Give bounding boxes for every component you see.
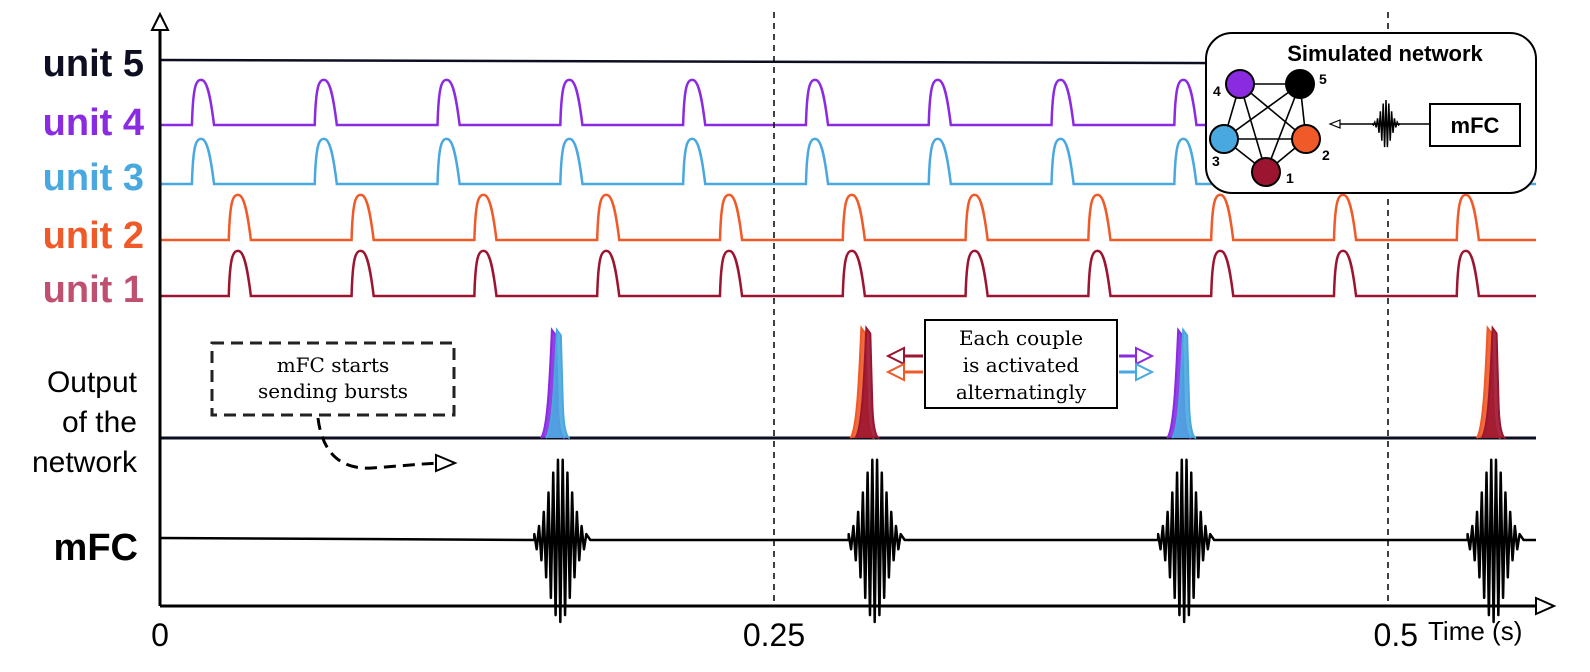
x-tick-label-0: 0 (151, 617, 169, 653)
row-label-mfc: mFC (54, 527, 138, 569)
start-note-line-1: mFC starts (277, 353, 390, 377)
couple-note: Each couple is activated alternatingly (885, 319, 1155, 409)
inset-node-5-label: 5 (1319, 71, 1327, 87)
inset-mfc-label: mFC (1451, 113, 1500, 138)
x-axis-arrow (1535, 596, 1557, 616)
row-label-unit-4: unit 4 (43, 102, 144, 144)
inset-arrow-head (1328, 119, 1341, 129)
x-axis-label: Time (s) (1428, 616, 1522, 646)
inset-node-1 (1251, 157, 1281, 187)
inset-node-2-label: 2 (1322, 147, 1330, 163)
output-burst-1-2 (545, 327, 571, 439)
inset-title: Simulated network (1287, 41, 1483, 66)
inset-node-3-label: 3 (1212, 153, 1220, 169)
y-axis-arrow (150, 11, 170, 31)
couple-arrows-right (1119, 346, 1155, 382)
axes: 0 0.25 0.5 Time (s) (150, 11, 1557, 653)
row-label-output-line-2: of the (62, 406, 137, 439)
output-burst-2-2 (854, 325, 880, 439)
start-note-arrowhead (435, 453, 458, 473)
trace-unit-2 (160, 193, 1536, 242)
inset-node-3 (1209, 124, 1239, 154)
row-label-output-line-3: network (32, 446, 138, 479)
row-labels: unit 5 unit 4 unit 3 unit 2 unit 1 Outpu… (32, 43, 144, 569)
inset-node-5 (1285, 69, 1315, 99)
couple-note-box (924, 319, 1118, 409)
start-note-box (210, 341, 456, 417)
output-burst-3-2 (1171, 327, 1197, 439)
inset-node-4 (1225, 69, 1255, 99)
inset-node-1-label: 1 (1286, 170, 1294, 186)
mfc-trace (159, 458, 1536, 624)
start-note-arrow (316, 417, 441, 470)
inset-node-4-label: 4 (1213, 83, 1221, 99)
start-note-line-2: sending bursts (258, 379, 408, 403)
inset-simulated-network: Simulated network 4 5 3 2 1 mFC (1205, 32, 1537, 194)
row-label-unit-2: unit 2 (43, 215, 144, 257)
trace-unit-1 (160, 249, 1536, 298)
start-note: mFC starts sending bursts (210, 341, 458, 473)
output-burst-4-2 (1480, 325, 1506, 439)
x-tick-label-0.5: 0.5 (1374, 617, 1418, 653)
trace-mfc (159, 458, 1536, 624)
row-label-unit-1: unit 1 (43, 269, 144, 311)
inset-node-2 (1291, 124, 1321, 154)
couple-note-line-1: Each couple (959, 326, 1083, 350)
row-label-unit-3: unit 3 (43, 157, 144, 199)
x-ticks: 0 0.25 0.5 (151, 617, 1418, 653)
x-tick-label-0.25: 0.25 (743, 617, 805, 653)
couple-note-line-3: alternatingly (956, 380, 1087, 404)
row-label-unit-5: unit 5 (43, 43, 144, 85)
inset-mfc-box (1429, 103, 1521, 147)
row-label-output-line-1: Output (47, 366, 138, 399)
couple-arrows-left (885, 346, 923, 382)
couple-note-line-2: is activated (963, 353, 1080, 377)
output-bursts (540, 325, 1506, 439)
